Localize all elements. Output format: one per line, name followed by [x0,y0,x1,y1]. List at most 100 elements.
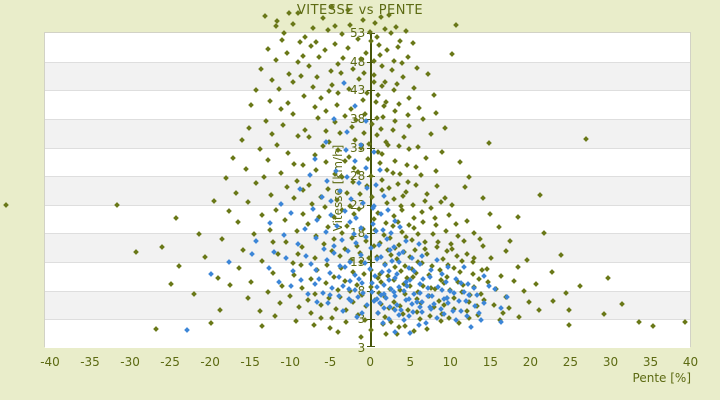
x-axis-tick-label: 10 [442,355,458,369]
data-point [416,241,422,248]
data-point [458,280,465,287]
x-axis-tick-label: -40 [40,355,60,369]
data-point [404,283,411,290]
data-point [278,201,285,208]
data-point [464,313,471,320]
data-point [378,269,385,276]
data-point [347,219,354,225]
data-point [472,302,479,309]
data-point [409,255,416,262]
data-point [310,205,317,212]
data-point [355,294,361,301]
data-point [380,282,387,289]
data-point [340,307,346,314]
data-point [340,283,346,290]
data-point [419,309,426,315]
data-point [480,273,487,279]
data-point [379,319,386,326]
data-point [325,300,332,307]
data-point [328,212,335,219]
data-point [359,280,366,287]
data-point [283,255,289,261]
data-point [451,290,458,297]
data-point [348,196,354,202]
data-point [273,22,280,29]
data-point [352,103,359,110]
data-point [184,326,190,333]
data-point [400,287,407,294]
data-point [417,289,424,296]
x-axis-tick-label: 5 [406,355,415,369]
data-point [352,158,358,164]
data-point [392,218,398,224]
data-point [486,282,493,289]
data-point [386,247,393,254]
data-point [396,259,403,266]
data-point [351,231,357,237]
data-point [371,20,378,27]
data-point [275,279,282,285]
data-point [378,211,384,218]
data-point [321,246,328,252]
data-point [453,316,460,323]
data-point [465,280,471,287]
data-point [359,310,365,316]
data-point [337,187,343,194]
data-point [369,221,376,227]
y-axis-tick-label: 3 [357,341,366,355]
data-point [320,289,326,296]
x-axis-tick-label: -25 [160,355,180,369]
data-point [331,243,338,249]
data-point [303,253,310,259]
data-point [318,193,325,200]
data-point [357,141,364,148]
data-point [312,156,318,162]
data-point [332,168,339,174]
data-point [420,276,427,283]
x-axis-tick-label: -20 [200,355,220,369]
data-point [392,293,398,300]
grid-band [45,176,690,205]
data-point [376,167,383,174]
data-point [356,179,363,186]
data-point [226,259,232,265]
y-axis-tick [367,346,376,347]
data-point [358,225,365,231]
data-point [339,237,346,243]
data-point [382,262,388,269]
x-axis-tick-label: 20 [522,355,539,369]
data-point [373,182,379,188]
data-point [323,229,329,235]
data-point [301,226,308,232]
y-axis-tick-label: 13 [325,255,365,269]
data-point [441,311,447,318]
data-point [336,273,342,280]
data-point [401,317,408,324]
data-point [471,284,478,291]
data-point [342,208,348,214]
data-point [374,310,381,316]
data-point [345,286,352,293]
data-point [328,198,334,205]
data-point [478,317,485,323]
x-axis-tick-label: 15 [482,355,498,369]
y-axis-tick-label: 43 [349,83,366,98]
data-point [450,308,456,314]
data-point [312,281,318,287]
data-point [386,277,392,284]
data-point [253,238,259,244]
data-point [353,313,360,320]
x-axis-tick-label: 35 [642,355,659,369]
y-axis-tick-label: 3 [325,312,366,326]
data-point [433,315,440,321]
data-point [341,264,348,270]
data-point [364,184,371,191]
data-point [380,227,386,233]
scatter-series-blue [45,33,692,348]
data-point [331,250,338,256]
data-point [466,291,472,298]
data-point [362,260,368,266]
x-axis-tick-label: -10 [280,355,300,369]
data-point [323,139,330,146]
data-point [383,294,390,301]
